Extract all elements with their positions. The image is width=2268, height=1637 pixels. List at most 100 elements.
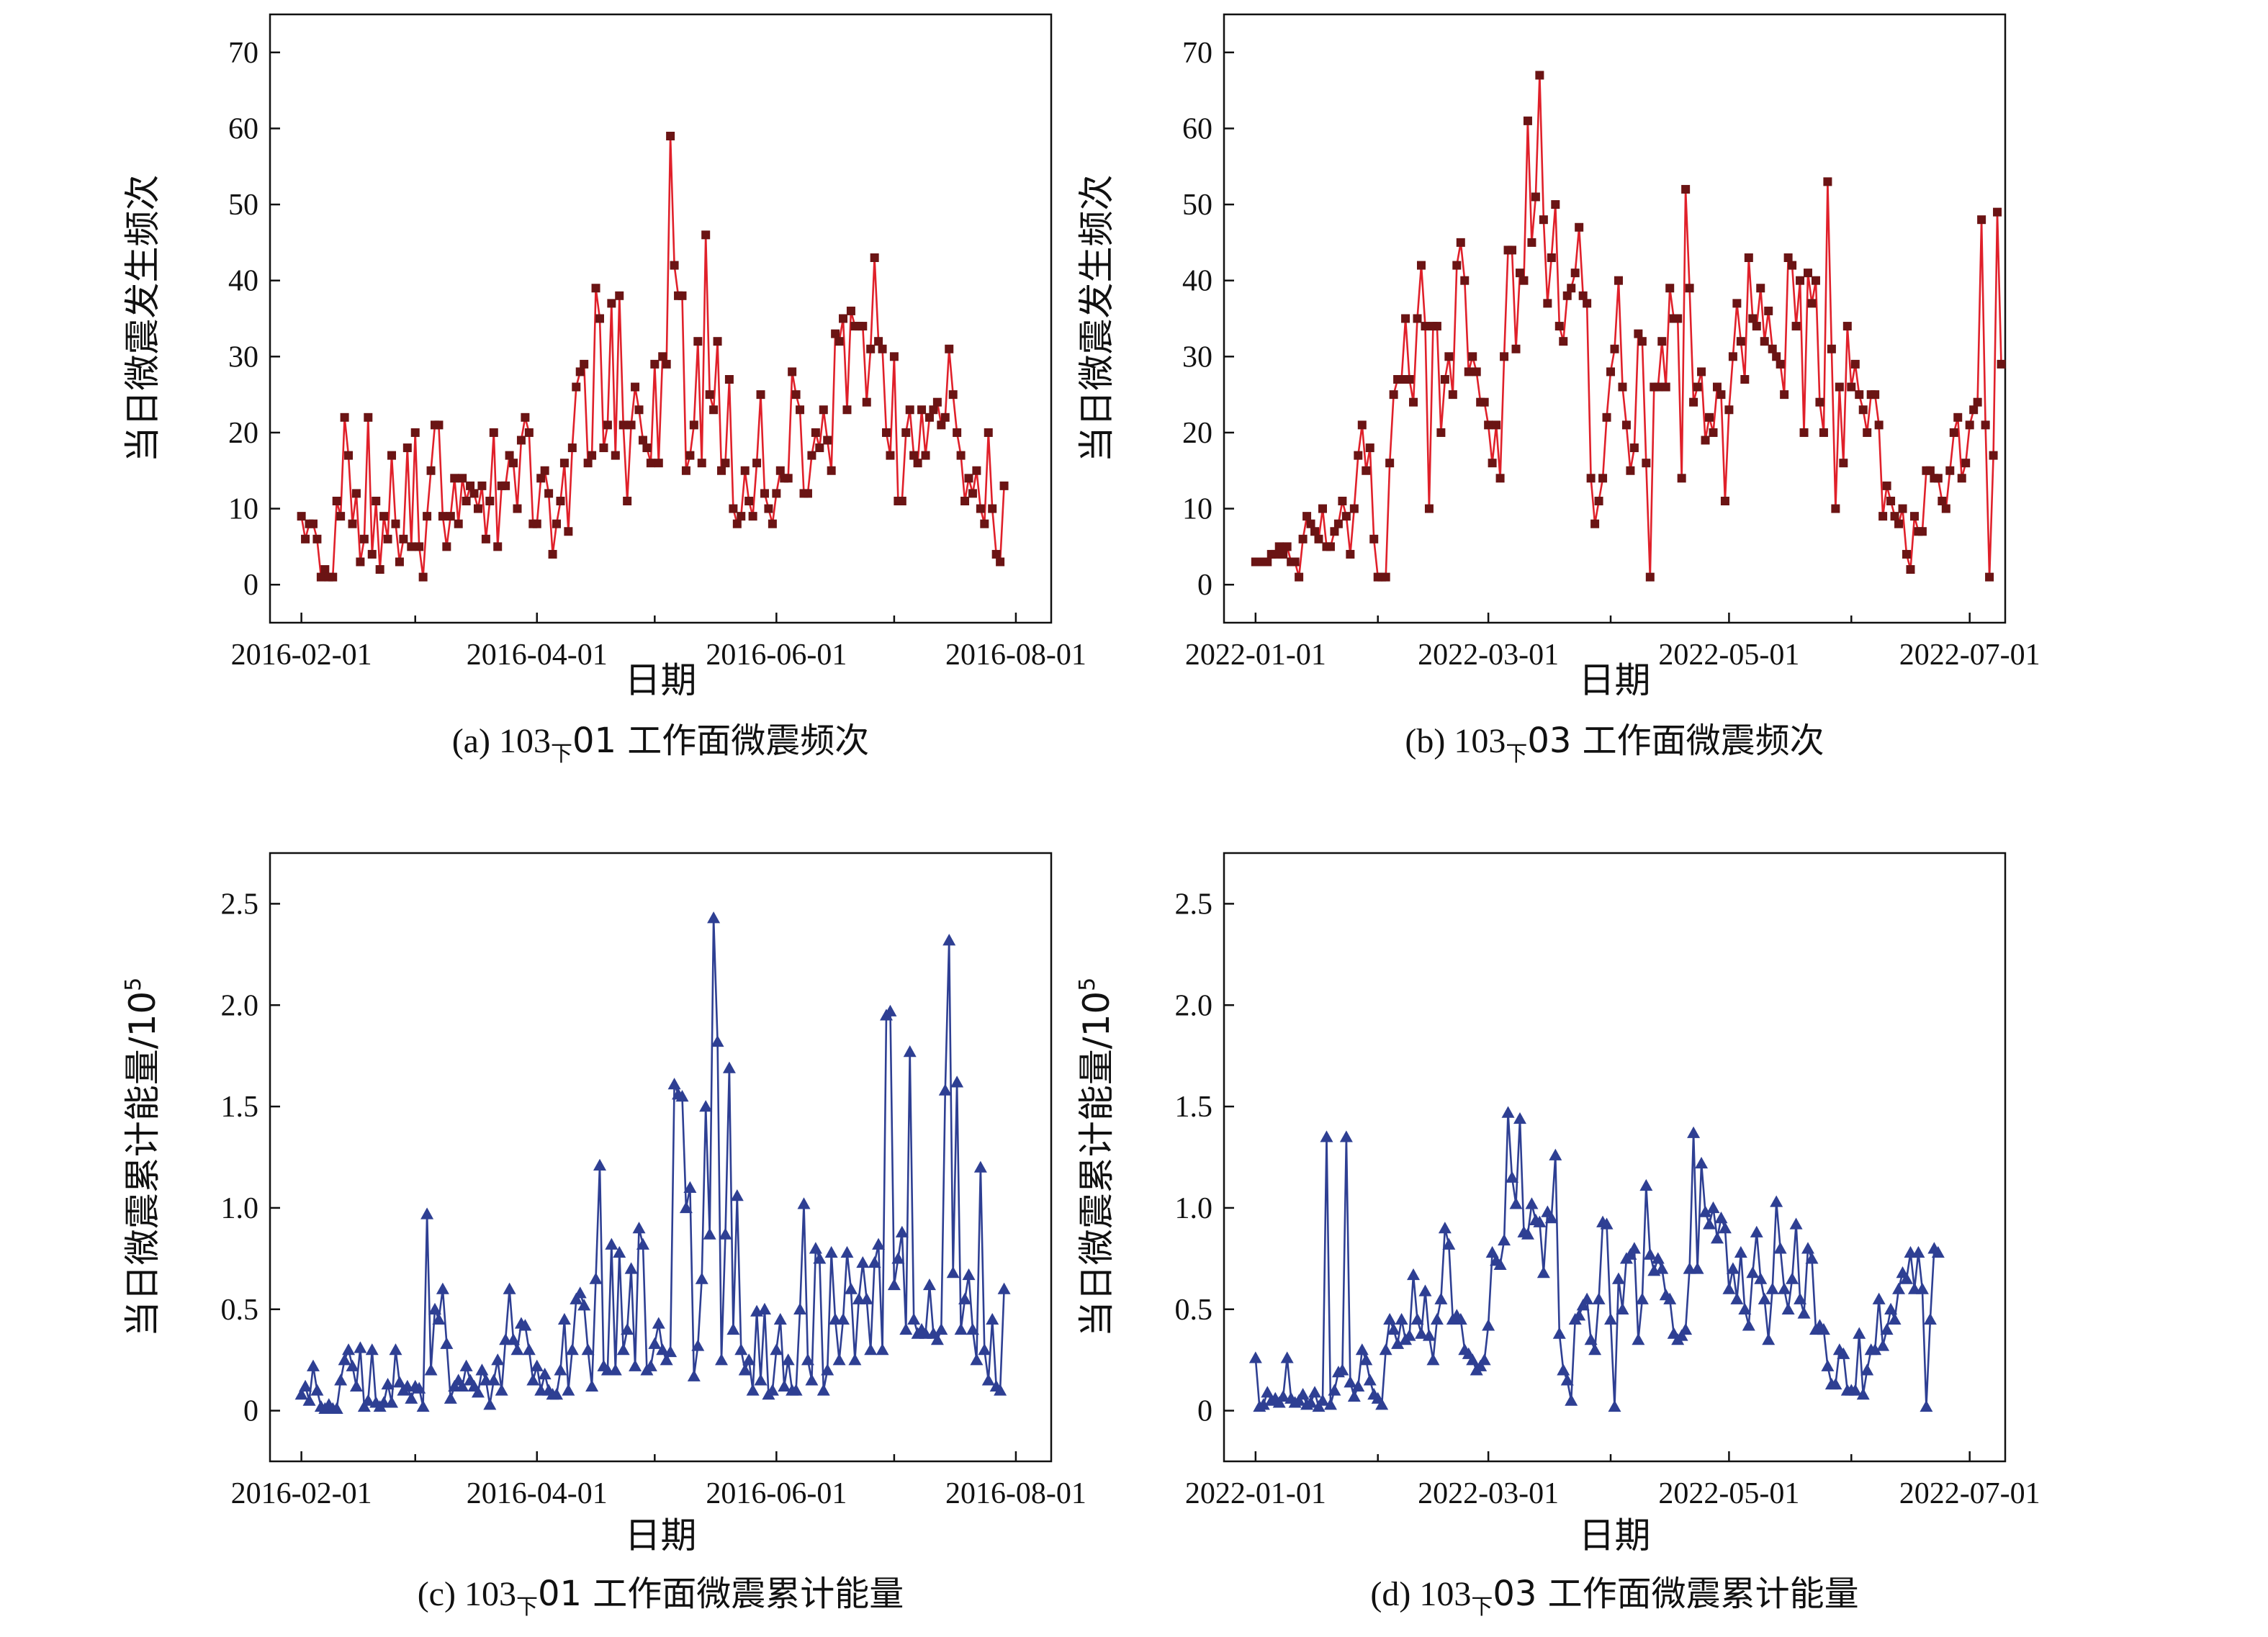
data-point-marker (729, 504, 738, 513)
data-point-marker (1876, 1339, 1890, 1351)
data-point-marker (618, 420, 628, 430)
data-point-marker (1805, 1252, 1819, 1264)
data-point-marker (1436, 428, 1446, 437)
data-point-marker (1819, 428, 1828, 437)
data-point-marker (1379, 1343, 1392, 1356)
data-point-marker (1480, 397, 1489, 407)
data-point-marker (1744, 253, 1753, 262)
data-point-marker (1312, 1399, 1326, 1412)
data-point-marker (1860, 1363, 1874, 1376)
data-point-marker (1898, 504, 1907, 513)
data-point-marker (1298, 534, 1308, 544)
data-point-marker (1506, 1171, 1519, 1183)
data-point-marker (968, 489, 977, 498)
data-point-marker (842, 405, 852, 415)
data-point-marker (1949, 428, 1958, 437)
data-point-marker (883, 1004, 897, 1016)
data-point-marker (1438, 1222, 1452, 1234)
data-point-marker (1679, 1322, 1693, 1335)
data-point-marker (831, 329, 840, 338)
data-point-marker (548, 549, 557, 559)
data-point-marker (1815, 397, 1824, 407)
data-point-marker (870, 253, 879, 262)
data-point-marker (440, 1337, 454, 1349)
data-point-marker (948, 390, 958, 400)
data-point-marker (740, 466, 750, 475)
data-point-marker (1559, 337, 1568, 346)
data-point-marker (1575, 222, 1584, 232)
data-point-marker (886, 451, 895, 460)
data-point-marker (294, 1388, 308, 1400)
data-point-marker (709, 405, 719, 415)
data-point-marker (876, 1343, 889, 1356)
data-point-marker (1248, 1351, 1262, 1363)
data-point-marker (573, 1286, 587, 1299)
y-axis-label: 当日微震发生频次 (1076, 175, 1117, 463)
x-axis-label: 日期 (1579, 659, 1651, 701)
data-point-marker (385, 1396, 399, 1408)
data-point-marker (1261, 1386, 1274, 1398)
data-point-marker (711, 1034, 724, 1047)
data-point-marker (489, 428, 498, 437)
data-point-marker (589, 1272, 603, 1284)
data-point-marker (1598, 474, 1608, 483)
data-point-marker (1339, 1130, 1353, 1142)
data-point-marker (824, 1245, 838, 1258)
plot-frame (1223, 13, 2007, 624)
data-point-marker (426, 466, 436, 475)
data-point-marker (962, 1268, 976, 1281)
data-point-marker (1547, 253, 1556, 262)
data-point-marker (746, 1384, 760, 1396)
x-axis-label: 日期 (1579, 1515, 1651, 1556)
data-point-marker (1422, 1329, 1436, 1341)
data-point-marker (503, 1282, 516, 1294)
data-point-marker (1315, 1394, 1329, 1406)
data-point-marker (972, 466, 981, 475)
data-point-marker (1770, 1195, 1783, 1207)
data-point-marker (349, 1379, 363, 1392)
data-point-marker (591, 284, 600, 293)
data-point-marker (1296, 1388, 1310, 1400)
data-point-marker (909, 451, 919, 460)
data-point-marker (1552, 1327, 1566, 1339)
data-point-marker (1323, 1398, 1337, 1410)
data-point-marker (1758, 1292, 1771, 1304)
data-point-marker (791, 390, 801, 400)
data-point-marker (1933, 474, 1943, 483)
data-point-marker (964, 474, 973, 483)
data-point-marker (595, 314, 604, 323)
data-point-marker (1391, 1337, 1405, 1349)
data-point-marker (1488, 459, 1497, 468)
data-point-marker (1572, 1309, 1586, 1321)
data-point-marker (644, 1359, 657, 1371)
data-point-marker (946, 1266, 960, 1279)
data-point-marker (742, 1353, 756, 1366)
data-point-marker (858, 322, 868, 331)
data-point-marker (658, 352, 667, 361)
data-point-marker (1314, 534, 1323, 544)
data-point-marker (1804, 269, 1813, 278)
data-point-marker (1588, 1343, 1602, 1356)
data-point-marker (748, 512, 757, 521)
data-point-marker (940, 412, 950, 422)
data-point-marker (1570, 269, 1580, 278)
data-point-marker (1722, 1282, 1736, 1294)
data-point-marker (632, 1222, 646, 1234)
data-point-marker (297, 512, 306, 521)
data-point-marker (935, 1322, 948, 1335)
chart-panel-2: 0 0.5 1.0 1.5 2.0 2.5 2016-02-01 2016-04-01 2016… (121, 852, 1086, 1620)
y-tick-label: 0.5 (221, 1294, 259, 1327)
data-point-marker (1746, 1266, 1760, 1279)
data-point-marker (413, 1381, 426, 1394)
data-point-marker (1365, 443, 1374, 453)
data-point-marker (1894, 519, 1904, 528)
data-point-marker (816, 1384, 830, 1396)
data-point-marker (1274, 542, 1284, 551)
data-point-marker (996, 557, 1005, 567)
data-point-marker (681, 466, 690, 475)
data-point-marker (1661, 382, 1670, 392)
data-point-marker (1760, 337, 1769, 346)
data-point-marker (1521, 1227, 1534, 1240)
data-point-marker (450, 474, 459, 483)
data-point-marker (1961, 459, 1971, 468)
